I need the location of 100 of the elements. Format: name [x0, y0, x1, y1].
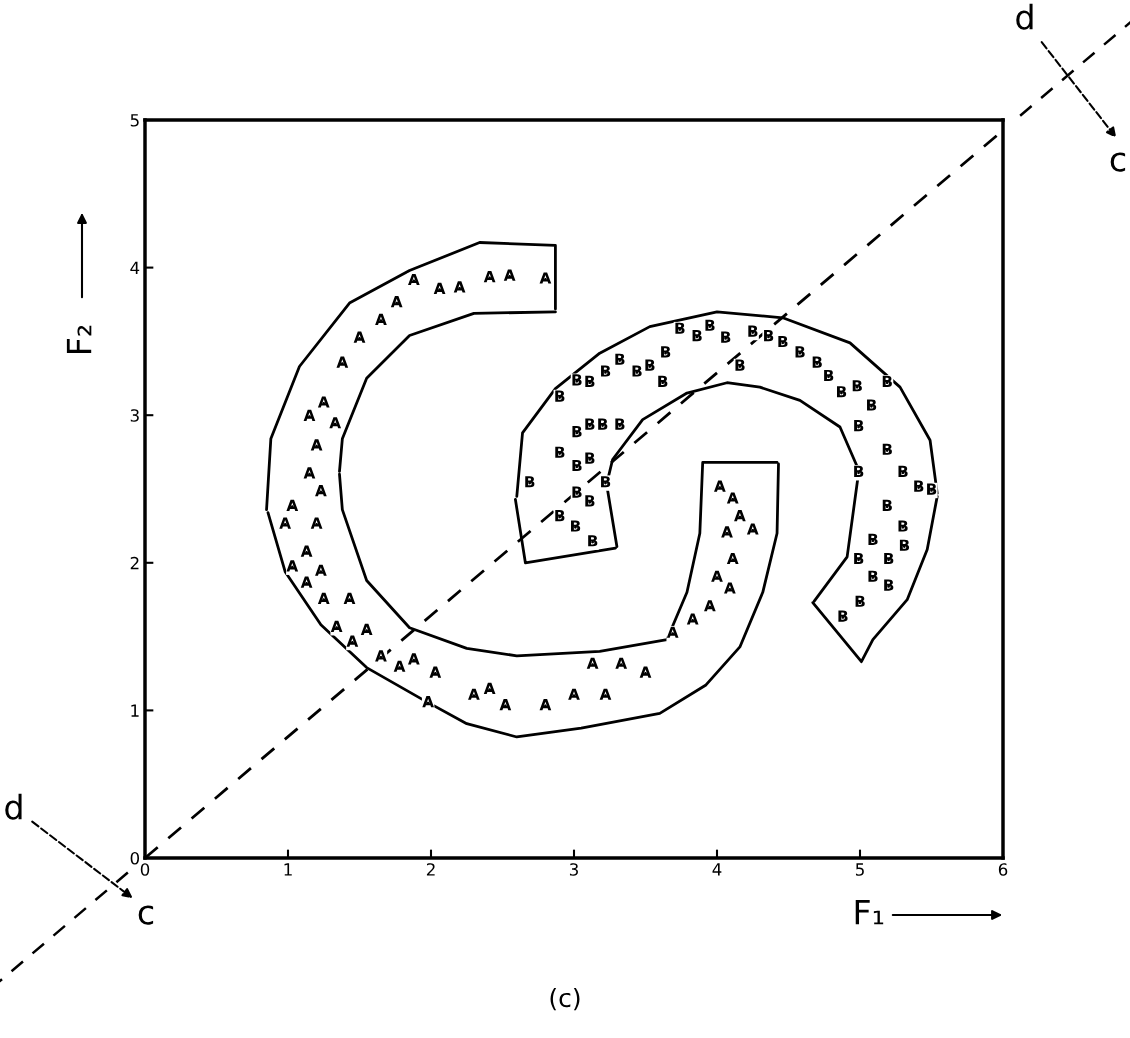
text: B: [661, 346, 671, 358]
text: B: [555, 510, 565, 522]
text: A: [329, 417, 342, 429]
text: A: [310, 517, 323, 529]
text: A: [330, 620, 343, 632]
y-tick-label: 4: [130, 261, 140, 274]
text: A: [408, 273, 420, 286]
text: B: [882, 375, 892, 387]
text: A: [726, 552, 739, 565]
text: B: [571, 520, 581, 532]
text: A: [433, 282, 446, 294]
text: A: [599, 688, 612, 700]
text: A: [315, 564, 327, 576]
text: A: [721, 526, 733, 538]
text: (c): [550, 987, 580, 1011]
text: B: [525, 476, 535, 488]
text: A: [711, 570, 723, 582]
text: A: [734, 510, 746, 522]
text: A: [300, 545, 313, 557]
text: A: [568, 688, 580, 700]
text: A: [453, 281, 466, 293]
text: A: [343, 592, 356, 604]
x-axis-title: F₁: [855, 899, 884, 925]
text: B: [572, 459, 582, 472]
text: A: [503, 269, 516, 281]
text: A: [375, 313, 387, 325]
text: A: [346, 635, 359, 647]
y-axis-title: F₂: [66, 325, 92, 353]
y-tick-label: 2: [130, 556, 139, 570]
text: B: [899, 539, 910, 551]
text: B: [812, 356, 822, 368]
text: A: [724, 582, 736, 594]
text: A: [286, 560, 299, 572]
text: B: [585, 452, 595, 464]
text: B: [795, 346, 805, 358]
text: A: [310, 439, 323, 451]
text: A: [468, 688, 480, 700]
text: B: [898, 465, 908, 477]
text: A: [726, 492, 739, 504]
text: B: [615, 418, 625, 430]
text: B: [882, 499, 892, 511]
x-tick-label: 1: [284, 863, 292, 876]
text: A: [539, 272, 552, 284]
text: B: [884, 579, 894, 591]
text: B: [854, 552, 864, 565]
x-tick-label: 3: [569, 863, 578, 876]
text: B: [854, 465, 864, 477]
text: B: [598, 418, 608, 430]
text: A: [499, 699, 512, 711]
text: A: [408, 653, 420, 665]
text: A: [586, 657, 599, 669]
text: A: [317, 592, 330, 604]
series-label: A: [300, 576, 313, 588]
x-tick-label: 6: [998, 863, 1008, 876]
text: B: [778, 335, 788, 348]
text: B: [852, 380, 862, 392]
text: B: [927, 483, 937, 495]
text: c: [1110, 152, 1126, 172]
text: d: [1016, 3, 1033, 30]
text: B: [632, 365, 642, 377]
text: A: [375, 650, 387, 662]
text: A: [286, 499, 299, 511]
text: B: [824, 369, 834, 382]
text: A: [303, 409, 316, 421]
text: B: [884, 552, 894, 565]
text: B: [882, 443, 892, 455]
text: A: [429, 666, 442, 678]
text: A: [483, 682, 496, 694]
text: B: [868, 570, 878, 582]
text: A: [483, 271, 496, 283]
text: B: [572, 425, 582, 438]
text: B: [692, 330, 702, 342]
series-label: B: [675, 322, 685, 334]
y-tick-label: 3: [130, 409, 139, 422]
text: B: [572, 486, 582, 498]
text: B: [867, 399, 877, 411]
y-tick-label: 0: [130, 851, 140, 865]
text: A: [393, 660, 406, 672]
text: A: [746, 523, 759, 535]
text: B: [748, 325, 758, 337]
text: B: [555, 390, 565, 402]
text: A: [303, 467, 316, 479]
x-tick-label: 2: [426, 863, 435, 876]
y-tick-label: 5: [130, 114, 139, 127]
text: A: [390, 296, 403, 308]
text: B: [555, 446, 565, 458]
text: B: [615, 353, 625, 365]
text: A: [639, 666, 652, 678]
text: B: [585, 418, 595, 430]
text: A: [279, 517, 291, 529]
text: A: [714, 480, 726, 492]
text: B: [868, 533, 878, 545]
text: A: [666, 626, 679, 638]
text: B: [572, 374, 582, 386]
text: B: [914, 480, 924, 492]
text: A: [315, 485, 327, 497]
text: B: [585, 375, 595, 387]
text: B: [705, 319, 715, 331]
y-tick-label: 1: [131, 704, 139, 717]
text: A: [360, 623, 373, 635]
